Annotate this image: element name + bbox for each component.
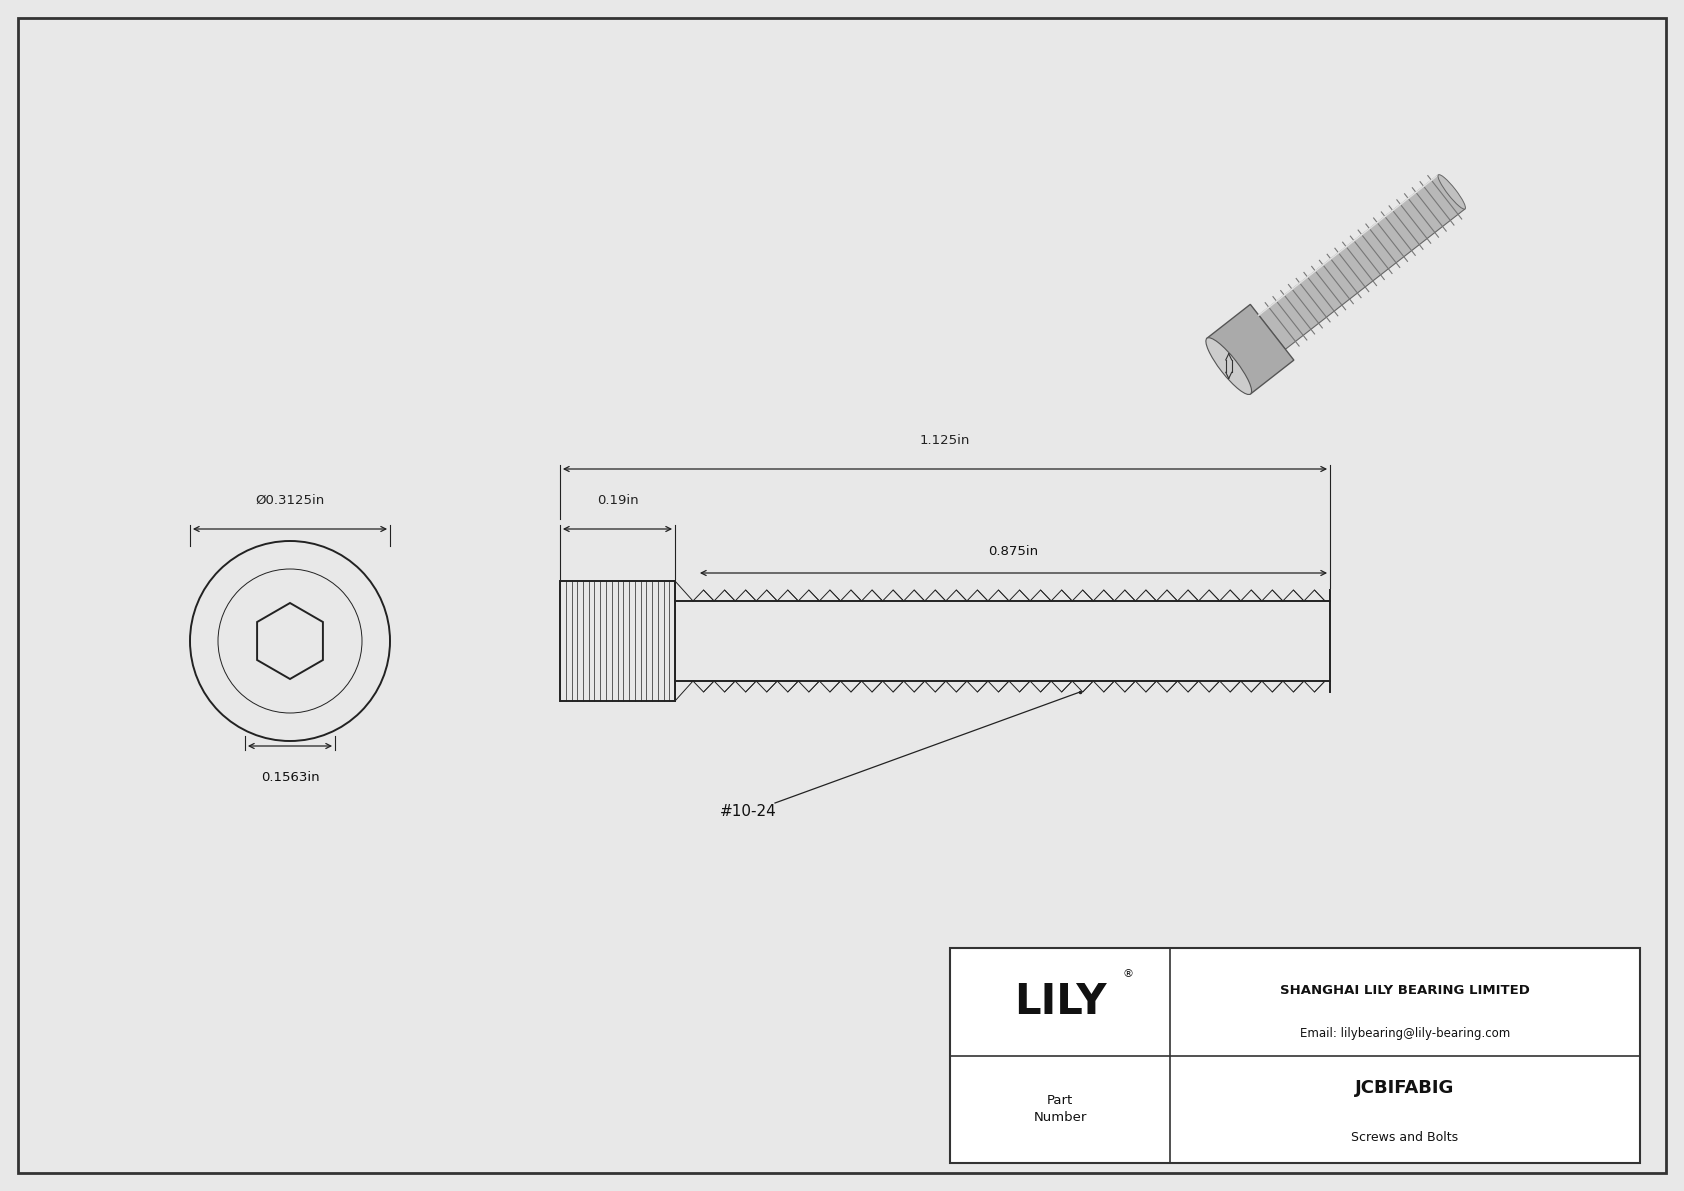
Text: Screws and Bolts: Screws and Bolts [1352, 1130, 1458, 1143]
Polygon shape [1207, 305, 1293, 394]
Bar [561, 581, 675, 701]
Bar [950, 948, 1640, 1162]
Polygon shape [1258, 175, 1465, 349]
Text: Part
Number: Part Number [1034, 1095, 1086, 1124]
Text: 1.125in: 1.125in [919, 434, 970, 447]
Text: JCBIFABIG: JCBIFABIG [1356, 1079, 1455, 1097]
Ellipse shape [1438, 175, 1465, 210]
Text: Email: lilybearing@lily-bearing.com: Email: lilybearing@lily-bearing.com [1300, 1028, 1511, 1041]
Ellipse shape [1206, 338, 1251, 394]
Text: Ø0.3125in: Ø0.3125in [256, 494, 325, 507]
Text: 0.19in: 0.19in [596, 494, 638, 507]
Text: SHANGHAI LILY BEARING LIMITED: SHANGHAI LILY BEARING LIMITED [1280, 985, 1531, 998]
Text: #10-24: #10-24 [721, 804, 776, 818]
Text: ®: ® [1123, 968, 1133, 979]
Text: 0.875in: 0.875in [989, 545, 1039, 559]
Text: 0.1563in: 0.1563in [261, 771, 320, 784]
Text: LILY: LILY [1014, 980, 1106, 1023]
